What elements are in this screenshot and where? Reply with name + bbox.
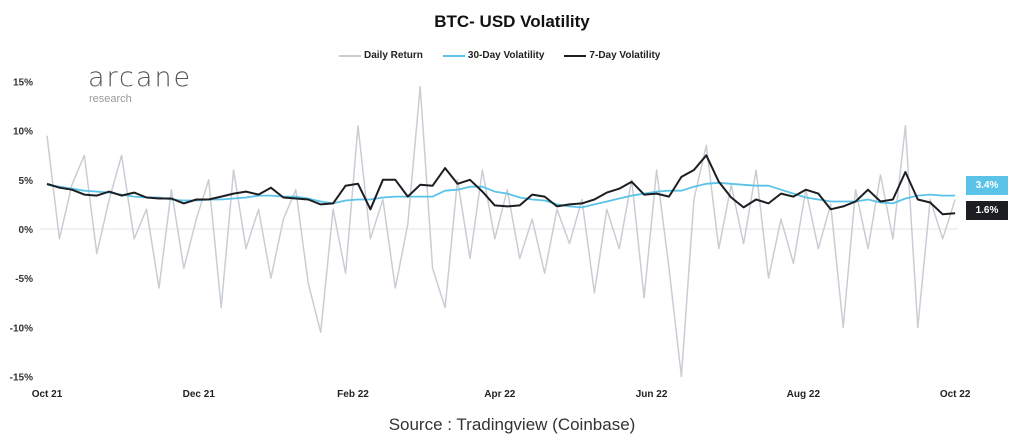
x-tick-label: Oct 22 <box>940 389 971 400</box>
y-tick-label: 5% <box>19 176 34 187</box>
x-tick-label: Oct 21 <box>32 389 63 400</box>
last-value-7-day: 1.6% <box>966 201 1008 220</box>
last-value-30-day: 3.4% <box>966 176 1008 195</box>
legend-label: Daily Return <box>364 50 423 61</box>
series-line-7-day-volatility <box>46 154 956 216</box>
x-tick-label: Jun 22 <box>636 389 668 400</box>
y-tick-label: -15% <box>10 372 33 383</box>
x-tick-label: Aug 22 <box>787 389 821 400</box>
y-tick-label: 0% <box>19 225 34 236</box>
legend-item-7-day-volatility: 7-Day Volatility <box>564 50 660 62</box>
logo-name: arcane <box>88 62 193 93</box>
x-tick-label: Dec 21 <box>183 389 216 400</box>
y-tick-label: -5% <box>15 274 33 285</box>
x-tick-label: Feb 22 <box>337 389 369 400</box>
arcane-research-logo: arcane research <box>88 64 192 106</box>
legend-label: 30-Day Volatility <box>467 50 545 61</box>
series-line-daily-return <box>46 85 956 378</box>
y-tick-label: 15% <box>13 78 33 89</box>
y-tick-label: 10% <box>13 127 33 138</box>
source-caption: Source : Tradingview (Coinbase) <box>388 415 636 434</box>
logo-sub: research <box>89 93 132 105</box>
chart-title: BTC- USD Volatility <box>434 12 590 31</box>
legend-label: 7-Day Volatility <box>589 50 661 61</box>
y-tick-label: -10% <box>10 323 33 334</box>
legend-item-daily-return: Daily Return <box>339 50 423 62</box>
legend: Daily Return 30-Day Volatility 7-Day Vol… <box>339 50 660 62</box>
x-tick-label: Apr 22 <box>484 389 516 400</box>
legend-item-30-day-volatility: 30-Day Volatility <box>442 50 545 62</box>
